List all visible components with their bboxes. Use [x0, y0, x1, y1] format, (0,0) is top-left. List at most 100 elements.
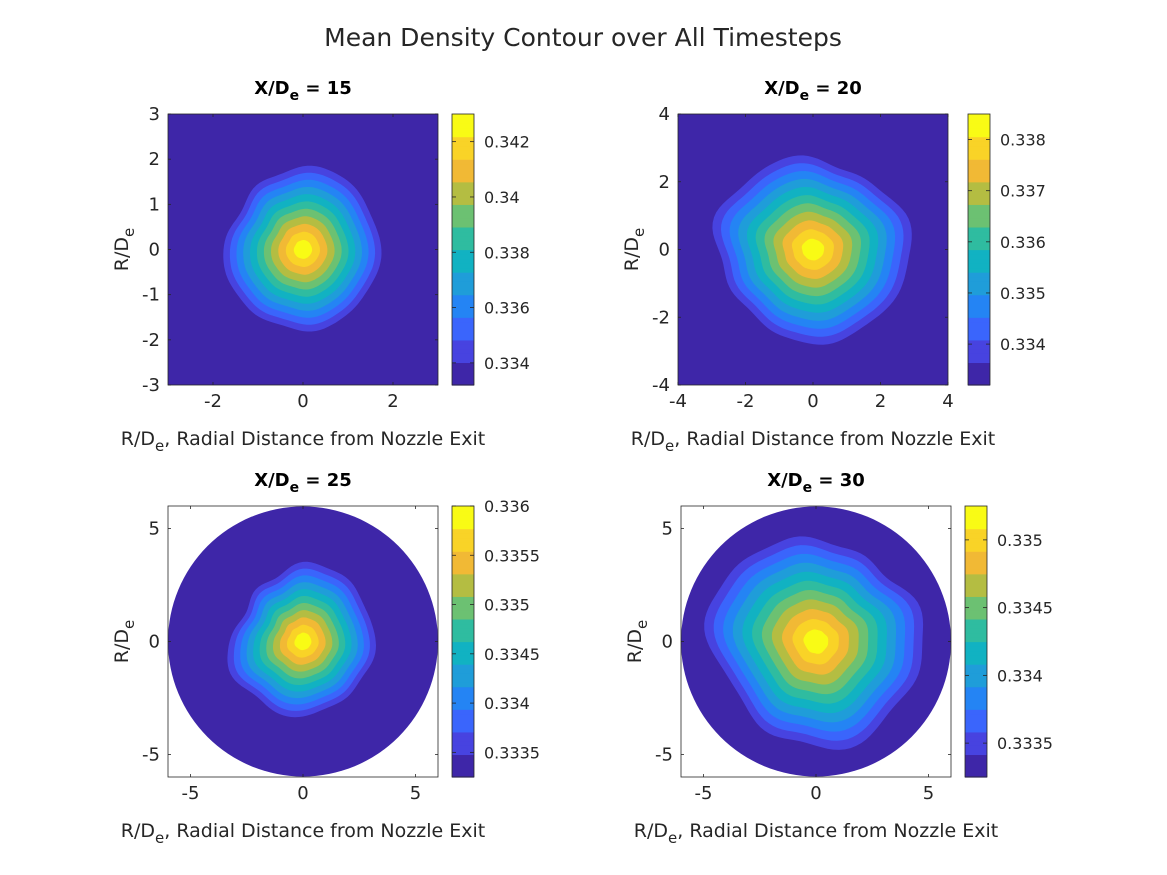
colorbar-swatch: [452, 380, 474, 386]
colorbar-swatch: [452, 150, 474, 156]
colorbar: 0.3335 0.334 0.3345 0.335: [964, 505, 1053, 778]
colorbar-swatch: [965, 609, 987, 615]
colorbar-swatch: [452, 582, 474, 588]
subplot-title: X/De = 20: [764, 78, 862, 104]
colorbar-tick-label: 0.336: [484, 299, 530, 318]
colorbar-swatch: [452, 609, 474, 615]
subplot-1: -2 0 2 -3 -2 -1 0 1 2 3 X/De = 15 R/De, Radial Dist…: [111, 78, 530, 455]
colorbar-swatch: [965, 560, 987, 566]
colorbar-swatch: [968, 190, 990, 196]
colorbar-swatch: [965, 600, 987, 606]
x-tick-label: 0: [807, 391, 818, 412]
subplot-title: X/De = 15: [254, 78, 352, 104]
contour-level-11: [294, 632, 312, 651]
colorbar-swatch: [452, 591, 474, 597]
colorbar-swatch: [965, 731, 987, 737]
colorbar-swatch: [452, 564, 474, 570]
colorbar-swatch: [452, 673, 474, 679]
colorbar-swatch: [452, 244, 474, 251]
x-axis-label: R/De, Radial Distance from Nozzle Exit: [121, 820, 485, 847]
colorbar-swatch: [965, 691, 987, 697]
colorbar-swatch: [452, 686, 474, 692]
subplot-2: -4 -2 0 2 4 -4 -2 0 2 4 X/De = 20 R/De, Radial Dist…: [621, 78, 1046, 455]
subplot-3: -5 0 5 -5 0 5 X/De = 25 R/De, Radial Distance f…: [111, 470, 540, 847]
colorbar-swatch: [968, 312, 990, 318]
colorbar-swatch: [452, 691, 474, 697]
colorbar-swatch: [968, 217, 990, 223]
colorbar-swatch: [452, 668, 474, 674]
colorbar-swatch: [968, 272, 990, 278]
x-tick-label: -2: [737, 391, 755, 412]
colorbar-swatch: [965, 664, 987, 670]
colorbar-swatch: [968, 254, 990, 260]
colorbar-swatch: [452, 587, 474, 593]
colorbar-swatch: [965, 587, 987, 593]
x-tick-label: -5: [695, 783, 713, 804]
colorbar-swatch: [452, 682, 474, 688]
subplot-grid: -2 0 2 -3 -2 -1 0 1 2 3 X/De = 15 R/De, Radial Dist…: [111, 78, 1053, 847]
colorbar-swatch: [968, 335, 990, 341]
colorbar-swatch: [965, 704, 987, 710]
colorbar-swatch: [965, 745, 987, 751]
colorbar-swatch: [965, 754, 987, 760]
colorbar-swatch: [452, 249, 474, 255]
colorbar-swatch: [968, 285, 990, 291]
axes-ticks: -2 0 2 -3 -2 -1 0 1 2 3: [142, 104, 438, 412]
colorbar-swatch: [452, 700, 474, 706]
colorbar-swatch: [452, 254, 474, 260]
colorbar-tick-label: 0.3355: [484, 546, 540, 565]
colorbar-swatch: [965, 763, 987, 769]
x-axis-label: R/De, Radial Distance from Nozzle Exit: [634, 820, 998, 847]
colorbar-swatch: [452, 285, 474, 291]
colorbar-swatch: [968, 177, 990, 183]
colorbar-swatch: [968, 132, 990, 138]
colorbar-swatch: [965, 772, 987, 778]
colorbar-swatch: [452, 141, 474, 147]
colorbar-swatch: [452, 664, 474, 670]
colorbar-swatch: [452, 258, 474, 264]
colorbar-swatch: [965, 519, 987, 525]
colorbar-swatch: [452, 749, 474, 756]
axes-ticks: -4 -2 0 2 4 -4 -2 0 2 4: [652, 104, 954, 412]
colorbar-swatch: [965, 659, 987, 665]
colorbar-swatch: [452, 704, 474, 710]
colorbar-swatch: [965, 551, 987, 557]
colorbar-swatch: [452, 281, 474, 287]
y-tick-label: 4: [659, 104, 670, 125]
y-tick-label: 0: [149, 240, 160, 261]
colorbar-swatch: [965, 614, 987, 620]
colorbar-swatch: [968, 118, 990, 124]
colorbar-swatch: [965, 573, 987, 579]
colorbar-swatch: [452, 650, 474, 656]
colorbar-swatch: [452, 217, 474, 223]
colorbar-swatch: [452, 317, 474, 323]
colorbar-swatch: [452, 290, 474, 296]
colorbar-swatch: [452, 348, 474, 354]
colorbar-swatch: [968, 362, 990, 368]
colorbar-tick-label: 0.334: [1000, 335, 1046, 354]
colorbar-swatch: [452, 641, 474, 647]
colorbar-swatch: [452, 226, 474, 233]
axes-ticks: -5 0 5 -5 0 5: [655, 506, 951, 804]
colorbar-swatch: [965, 695, 987, 701]
colorbar-swatch: [452, 335, 474, 341]
colorbar-swatch: [452, 375, 474, 382]
colorbar-swatch: [452, 145, 474, 151]
colorbar-swatch: [968, 321, 990, 327]
colorbar-swatch: [452, 267, 474, 273]
y-axis-label: R/De: [621, 228, 648, 271]
colorbar-swatch: [452, 339, 474, 345]
colorbar-box: [451, 113, 475, 386]
colorbar-swatch: [968, 366, 990, 373]
colorbar-swatch: [452, 172, 474, 178]
colorbar-swatch: [452, 627, 474, 634]
colorbar-swatch: [965, 713, 987, 719]
colorbar-swatch: [965, 515, 987, 521]
colorbar-swatch: [452, 623, 474, 629]
colorbar-tick-label: 0.334: [484, 694, 530, 713]
colorbar-tick-label: 0.335: [997, 531, 1043, 550]
colorbar-swatch: [452, 190, 474, 196]
colorbar-swatch: [965, 718, 987, 724]
colorbar-swatch: [968, 181, 990, 187]
